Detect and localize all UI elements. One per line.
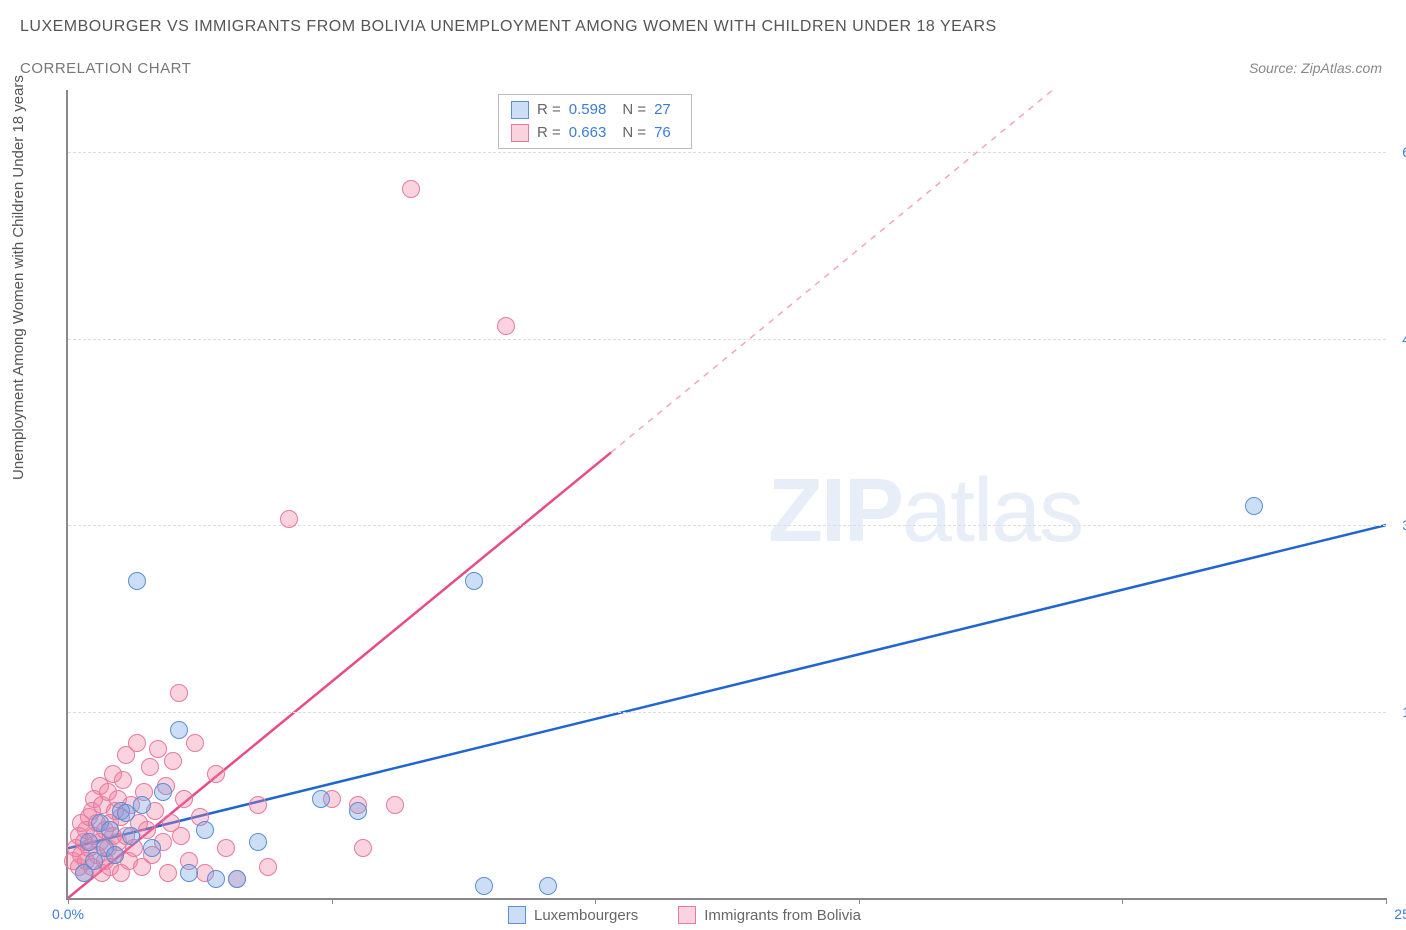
stat-label: N = bbox=[622, 99, 646, 122]
data-point bbox=[497, 317, 515, 335]
stat-label: R = bbox=[537, 122, 561, 145]
x-tick-label: 25.0% bbox=[1394, 906, 1406, 922]
x-tick-label: 0.0% bbox=[52, 906, 84, 922]
legend: Luxembourgers Immigrants from Bolivia bbox=[508, 906, 861, 924]
data-point bbox=[465, 572, 483, 590]
legend-label: Immigrants from Bolivia bbox=[704, 907, 861, 924]
y-axis-label: Unemployment Among Women with Children U… bbox=[10, 75, 27, 480]
data-point bbox=[217, 839, 235, 857]
source-attribution: Source: ZipAtlas.com bbox=[1249, 60, 1382, 76]
data-point bbox=[349, 802, 367, 820]
data-point bbox=[539, 877, 557, 895]
watermark: ZIPatlas bbox=[768, 460, 1082, 563]
y-tick-label: 15.0% bbox=[1402, 704, 1406, 720]
x-tick bbox=[1386, 898, 1387, 904]
x-tick bbox=[1122, 898, 1123, 904]
y-tick-label: 45.0% bbox=[1402, 331, 1406, 347]
legend-item: Luxembourgers bbox=[508, 906, 638, 924]
data-point bbox=[128, 572, 146, 590]
data-point bbox=[170, 684, 188, 702]
stats-row: R = 0.598 N = 27 bbox=[511, 99, 679, 122]
data-point bbox=[207, 870, 225, 888]
data-point bbox=[207, 765, 225, 783]
data-point bbox=[149, 740, 167, 758]
data-point bbox=[475, 877, 493, 895]
y-tick-label: 60.0% bbox=[1402, 144, 1406, 160]
gridline bbox=[68, 712, 1386, 713]
series-swatch-icon bbox=[511, 101, 529, 119]
chart-title: LUXEMBOURGER VS IMMIGRANTS FROM BOLIVIA … bbox=[20, 18, 997, 36]
data-point bbox=[386, 796, 404, 814]
stat-value: 27 bbox=[654, 99, 671, 122]
data-point bbox=[164, 752, 182, 770]
data-point bbox=[114, 771, 132, 789]
data-point bbox=[180, 864, 198, 882]
scatter-chart: ZIPatlas R = 0.598 N = 27 R = 0.663 N = … bbox=[66, 90, 1386, 900]
data-point bbox=[154, 783, 172, 801]
data-point bbox=[402, 180, 420, 198]
data-point bbox=[228, 870, 246, 888]
series-swatch-icon bbox=[678, 906, 696, 924]
data-point bbox=[170, 721, 188, 739]
data-point bbox=[196, 821, 214, 839]
trendlines-layer bbox=[68, 90, 1386, 898]
data-point bbox=[141, 758, 159, 776]
data-point bbox=[143, 839, 161, 857]
data-point bbox=[175, 790, 193, 808]
data-point bbox=[138, 821, 156, 839]
gridline bbox=[68, 152, 1386, 153]
data-point bbox=[1245, 497, 1263, 515]
data-point bbox=[312, 790, 330, 808]
correlation-stats-box: R = 0.598 N = 27 R = 0.663 N = 76 bbox=[498, 94, 692, 149]
stat-label: N = bbox=[622, 122, 646, 145]
data-point bbox=[122, 827, 140, 845]
legend-label: Luxembourgers bbox=[534, 907, 638, 924]
stats-row: R = 0.663 N = 76 bbox=[511, 122, 679, 145]
data-point bbox=[106, 846, 124, 864]
data-point bbox=[172, 827, 190, 845]
x-tick bbox=[859, 898, 860, 904]
stat-label: R = bbox=[537, 99, 561, 122]
data-point bbox=[186, 734, 204, 752]
x-tick bbox=[595, 898, 596, 904]
chart-subtitle: CORRELATION CHART bbox=[20, 60, 191, 77]
x-tick bbox=[332, 898, 333, 904]
stat-value: 76 bbox=[654, 122, 671, 145]
data-point bbox=[101, 821, 119, 839]
data-point bbox=[159, 864, 177, 882]
gridline bbox=[68, 525, 1386, 526]
data-point bbox=[354, 839, 372, 857]
data-point bbox=[280, 510, 298, 528]
data-point bbox=[249, 796, 267, 814]
gridline bbox=[68, 339, 1386, 340]
legend-item: Immigrants from Bolivia bbox=[678, 906, 861, 924]
series-swatch-icon bbox=[511, 124, 529, 142]
data-point bbox=[249, 833, 267, 851]
y-tick-label: 30.0% bbox=[1402, 517, 1406, 533]
x-tick bbox=[68, 898, 69, 904]
stat-value: 0.663 bbox=[569, 122, 607, 145]
series-swatch-icon bbox=[508, 906, 526, 924]
stat-value: 0.598 bbox=[569, 99, 607, 122]
data-point bbox=[259, 858, 277, 876]
data-point bbox=[133, 796, 151, 814]
data-point bbox=[128, 734, 146, 752]
